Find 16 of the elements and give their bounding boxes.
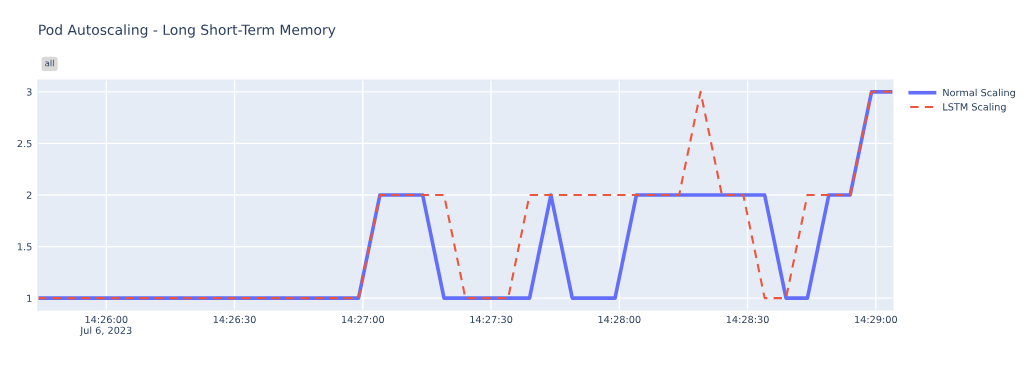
legend-label: LSTM Scaling <box>943 102 1006 113</box>
x-tick-label: 14:27:00 <box>342 315 384 324</box>
x-tick-label: 14:28:30 <box>726 315 769 324</box>
x-tick-label: 14:26:30 <box>213 315 256 324</box>
y-tick-label: 1 <box>27 294 32 302</box>
legend-label: Normal Scaling <box>943 88 1015 99</box>
y-tick-label: 2.5 <box>17 139 32 148</box>
x-tick-label: 14:28:00 <box>598 315 641 324</box>
x-tick-label: 14:29:00 <box>855 315 898 324</box>
x-tick-label: 14:27:30 <box>470 315 513 324</box>
x-tick-label: 14:26:00 Jul 6, 2023 <box>79 315 132 336</box>
chart-title: Pod Autoscaling - Long Short-Term Memory <box>39 24 336 38</box>
y-tick-label: 3 <box>26 88 32 96</box>
text: all <box>45 59 54 67</box>
y-tick-label: 2 <box>26 191 32 199</box>
y-tick-label: 1.5 <box>17 243 32 251</box>
